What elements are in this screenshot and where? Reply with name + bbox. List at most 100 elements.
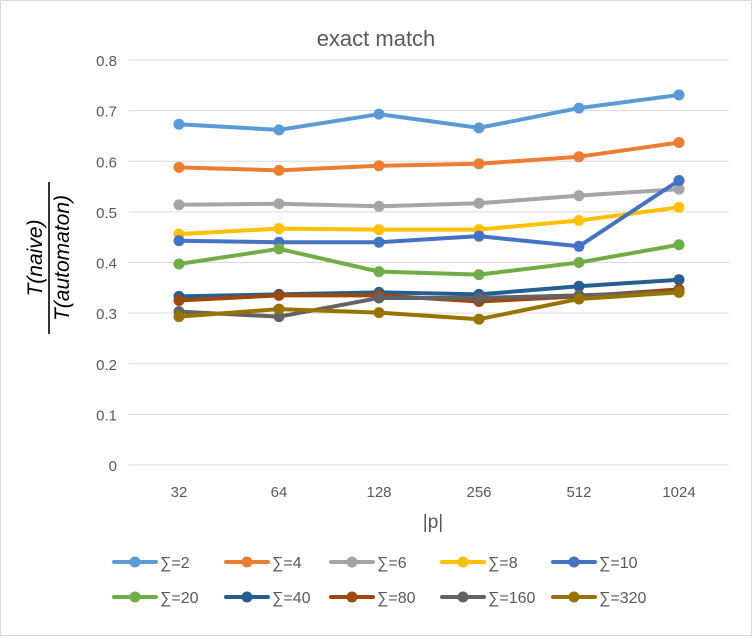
y-tick-label: 0.2	[96, 357, 117, 374]
legend-item: ∑=4	[224, 555, 302, 572]
data-point	[373, 236, 385, 248]
data-point	[273, 223, 285, 235]
x-tick-label: 1024	[662, 484, 695, 501]
y-tick-label: 0.8	[96, 53, 117, 70]
legend-label: ∑=80	[377, 590, 416, 607]
x-tick-label: 128	[366, 484, 391, 501]
x-tick-labels: 32 64 128 256 512 1024	[171, 484, 696, 501]
data-point	[373, 292, 385, 304]
data-point	[573, 102, 585, 114]
data-point	[673, 174, 685, 186]
legend-label: ∑=2	[160, 555, 190, 572]
legend-label: ∑=160	[488, 590, 536, 607]
data-point	[473, 122, 485, 134]
data-point	[673, 239, 685, 251]
data-point	[673, 183, 685, 195]
data-point	[673, 137, 685, 149]
legend-marker	[346, 556, 358, 568]
legend-item: ∑=160	[440, 590, 536, 607]
legend-marker	[346, 591, 358, 603]
legend-marker	[568, 591, 580, 603]
legend-item: ∑=10	[551, 555, 638, 572]
legend-marker	[457, 556, 469, 568]
legend-item: ∑=8	[440, 555, 518, 572]
data-point	[573, 293, 585, 305]
y-tick-label: 0.7	[96, 104, 117, 121]
data-point	[173, 258, 185, 270]
data-point	[473, 230, 485, 242]
data-point	[373, 200, 385, 212]
legend-label: ∑=20	[160, 590, 199, 607]
data-point	[473, 292, 485, 304]
legend-item: ∑=2	[112, 555, 190, 572]
data-point	[473, 269, 485, 281]
legend-label: ∑=10	[599, 555, 638, 572]
x-tick-label: 32	[171, 484, 188, 501]
data-point	[173, 294, 185, 306]
series-line	[177, 205, 681, 237]
legend-item: ∑=6	[329, 555, 407, 572]
series-line	[177, 242, 681, 277]
legend-marker	[457, 591, 469, 603]
y-tick-label: 0	[109, 458, 117, 475]
series-lines	[173, 89, 685, 325]
series-line	[177, 178, 681, 249]
data-point	[273, 164, 285, 176]
y-axis-label-numerator: T(naive)	[24, 219, 47, 296]
data-point	[173, 161, 185, 173]
series-line	[177, 187, 681, 209]
data-point	[273, 198, 285, 210]
x-tick-label: 256	[466, 484, 491, 501]
legend-marker	[129, 556, 141, 568]
y-tick-labels: 0 0.1 0.2 0.3 0.4 0.5 0.6 0.7 0.8	[96, 53, 117, 475]
series-3	[173, 183, 685, 212]
series-line	[177, 92, 681, 132]
data-point	[373, 160, 385, 172]
data-point	[373, 307, 385, 319]
data-point	[573, 151, 585, 163]
data-point	[273, 311, 285, 323]
data-point	[573, 280, 585, 292]
data-point	[673, 89, 685, 101]
series-10	[173, 286, 685, 325]
series-4	[173, 201, 685, 240]
x-tick-label: 64	[271, 484, 288, 501]
series-1	[173, 89, 685, 136]
data-point	[273, 303, 285, 315]
x-tick-label: 512	[566, 484, 591, 501]
data-point	[273, 124, 285, 136]
data-point	[673, 286, 685, 298]
data-point	[573, 257, 585, 268]
data-point	[673, 274, 685, 286]
legend-marker	[241, 556, 253, 568]
legend-label: ∑=40	[272, 590, 311, 607]
series-2	[173, 137, 685, 176]
data-point	[373, 108, 385, 120]
series-line	[177, 290, 681, 322]
legend-item: ∑=40	[224, 590, 311, 607]
series-line	[177, 289, 681, 319]
series-5	[173, 174, 685, 252]
series-line	[177, 140, 681, 173]
chart-title: exact match	[317, 26, 436, 51]
legend-marker	[129, 591, 141, 603]
y-tick-label: 0.5	[96, 205, 117, 222]
data-point	[373, 224, 385, 236]
legend-marker	[241, 591, 253, 603]
y-axis-label: T(naive) T(automaton)	[24, 182, 74, 334]
data-point	[573, 240, 585, 252]
legend-item: ∑=80	[329, 590, 416, 607]
legend-item: ∑=20	[112, 590, 199, 607]
data-point	[473, 313, 485, 325]
legend-label: ∑=320	[599, 590, 647, 607]
y-axis-label-denominator: T(automaton)	[51, 195, 74, 321]
y-tick-label: 0.4	[96, 256, 117, 273]
data-point	[473, 197, 485, 209]
data-point	[173, 199, 185, 211]
data-point	[173, 235, 185, 247]
data-point	[373, 266, 385, 278]
series-6	[173, 239, 685, 281]
legend-label: ∑=8	[488, 555, 518, 572]
